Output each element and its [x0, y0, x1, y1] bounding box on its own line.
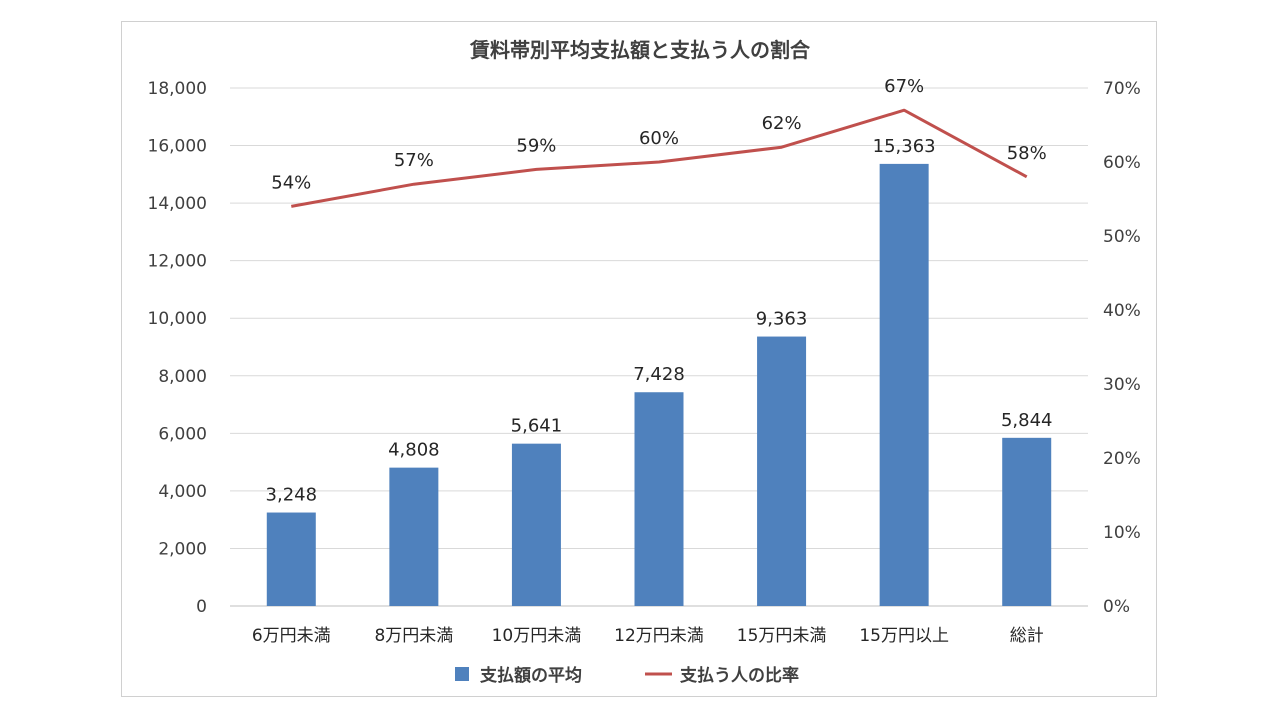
bar — [757, 336, 807, 606]
bar-data-label: 5,641 — [511, 416, 563, 437]
bar — [511, 443, 561, 606]
left-axis-tick-label: 6,000 — [158, 424, 207, 444]
line-path — [291, 108, 1028, 208]
right-axis-tick-label: 60% — [1103, 153, 1141, 173]
line-series: 54% 57% 59% 60% 62% 67% 58% — [271, 76, 1047, 208]
gridlines — [230, 87, 1088, 607]
bar-data-label: 3,248 — [266, 485, 318, 506]
left-axis-tick-label: 2,000 — [158, 539, 207, 559]
bar-data-label: 4,808 — [388, 440, 440, 461]
right-axis-tick-label: 10% — [1103, 523, 1141, 543]
legend-label-line: 支払う人の比率 — [680, 665, 799, 686]
line-data-label: 54% — [271, 172, 311, 193]
bar-data-label: 5,844 — [1001, 410, 1053, 431]
left-axis-tick-label: 0 — [196, 597, 207, 617]
left-axis-tick-label: 8,000 — [158, 367, 207, 387]
right-axis: 0% 10% 20% 30% 40% 50% 60% 70% — [1103, 79, 1141, 617]
right-axis-tick-label: 30% — [1103, 375, 1141, 395]
category-label: 6万円未満 — [252, 626, 331, 646]
legend-label-bar: 支払額の平均 — [480, 665, 582, 686]
right-axis-tick-label: 70% — [1103, 79, 1141, 99]
category-label: 8万円未満 — [374, 626, 453, 646]
legend: 支払額の平均 支払う人の比率 — [455, 665, 799, 686]
bar-data-label: 7,428 — [633, 364, 685, 385]
right-axis-tick-label: 20% — [1103, 449, 1141, 469]
left-axis-tick-label: 4,000 — [158, 482, 207, 502]
chart-title: 賃料帯別平均支払額と支払う人の割合 — [469, 38, 811, 62]
bar — [634, 392, 684, 606]
bar — [389, 467, 439, 606]
category-label: 15万円未満 — [737, 626, 827, 646]
line-data-label: 67% — [884, 76, 924, 97]
line-data-label: 62% — [762, 113, 802, 134]
left-axis-tick-label: 18,000 — [148, 79, 207, 99]
left-axis-tick-label: 10,000 — [148, 309, 207, 329]
bar — [1002, 437, 1052, 606]
bar — [879, 163, 929, 606]
line-data-label: 57% — [394, 150, 434, 171]
left-axis: 0 2,000 4,000 6,000 8,000 10,000 12,000 14,000 1… — [148, 79, 207, 617]
line-data-label: 59% — [516, 135, 556, 156]
right-axis-tick-label: 0% — [1103, 597, 1130, 617]
bar-data-label: 9,363 — [756, 309, 808, 330]
category-axis: 6万円未満 8万円未満 10万円未満 12万円未満 15万円未満 15万円以上 総計 — [252, 626, 1044, 646]
left-axis-tick-label: 14,000 — [148, 194, 207, 214]
line-data-label: 60% — [639, 128, 679, 149]
left-axis-tick-label: 16,000 — [148, 137, 207, 157]
right-axis-tick-label: 50% — [1103, 227, 1141, 247]
left-axis-tick-label: 12,000 — [148, 252, 207, 272]
bar-series: 3,248 4,808 5,641 7,428 9,363 15,363 5,844 — [266, 136, 1053, 606]
right-axis-tick-label: 40% — [1103, 301, 1141, 321]
legend-swatch-bar — [455, 667, 469, 681]
category-label: 10万円未満 — [492, 626, 582, 646]
category-label: 12万円未満 — [614, 626, 704, 646]
bar — [266, 512, 316, 606]
line-data-label: 58% — [1007, 143, 1047, 164]
category-label: 15万円以上 — [859, 626, 949, 646]
bar-data-label: 15,363 — [873, 136, 936, 157]
category-label: 総計 — [1010, 626, 1044, 646]
